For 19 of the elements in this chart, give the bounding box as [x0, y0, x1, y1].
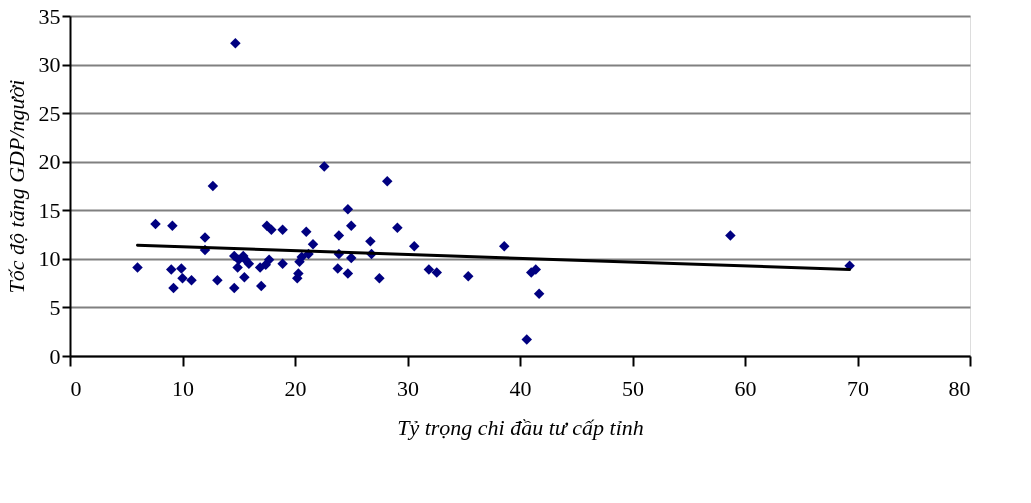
y-tick-label: 0: [49, 343, 61, 369]
x-tick-label: 60: [734, 375, 757, 401]
x-tick-label: 70: [847, 375, 869, 401]
y-axis-title: Tốc độ tăng GDP/người: [3, 79, 29, 294]
y-tick-label: 20: [38, 149, 61, 175]
y-tick-label: 25: [38, 100, 61, 126]
y-tick-label: 5: [49, 294, 61, 320]
x-tick-label: 80: [948, 375, 971, 401]
y-tick-label: 15: [38, 197, 61, 223]
x-axis-title: Tỷ trọng chi đầu tư cấp tỉnh: [397, 414, 644, 440]
x-tick-label: 10: [172, 375, 194, 401]
x-tick-label: 30: [397, 375, 419, 401]
y-tick-label: 30: [38, 52, 61, 78]
y-tick-label: 35: [38, 3, 61, 29]
x-tick-label: 0: [70, 375, 82, 401]
x-tick-label: 50: [622, 375, 644, 401]
x-tick-label: 40: [509, 375, 532, 401]
y-tick-label: 10: [38, 246, 61, 272]
x-tick-label: 20: [284, 375, 307, 401]
